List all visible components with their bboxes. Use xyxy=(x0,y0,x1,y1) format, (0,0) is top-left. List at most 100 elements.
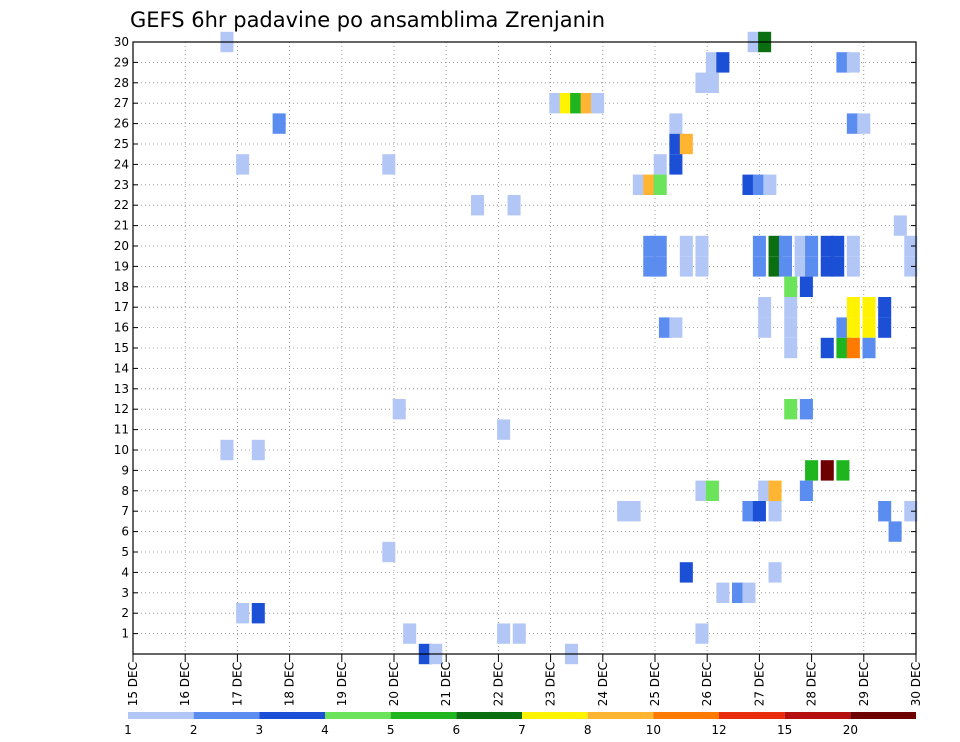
x-tick-label: 22 DEC xyxy=(491,662,505,706)
precip-cell xyxy=(768,501,782,522)
precip-cell xyxy=(392,399,406,420)
y-tick-label: 10 xyxy=(114,443,129,457)
x-tick-label: 17 DEC xyxy=(230,662,244,706)
y-tick-label: 18 xyxy=(114,280,129,294)
legend-label: 10 xyxy=(646,723,661,737)
precip-cell xyxy=(820,235,834,257)
legend-label: 3 xyxy=(256,723,264,737)
precip-cell xyxy=(878,297,892,318)
precip-cell xyxy=(862,297,876,318)
color-legend: 1 2 3 4 5 6 7 8 10 12 15 20 xyxy=(124,712,916,737)
precip-cell xyxy=(784,337,798,359)
precip-cell xyxy=(758,317,772,338)
precip-cell xyxy=(742,501,756,522)
plot-frame xyxy=(132,41,917,655)
precip-cell xyxy=(904,256,918,277)
y-tick-label: 17 xyxy=(114,300,129,314)
y-tick-label: 1 xyxy=(121,627,129,641)
precip-cell xyxy=(653,256,667,277)
precip-cell xyxy=(836,317,850,338)
legend-swatch xyxy=(653,712,719,719)
legend-label: 2 xyxy=(190,723,198,737)
precip-cell xyxy=(752,235,766,257)
y-tick-label: 11 xyxy=(114,423,129,437)
y-tick-label: 16 xyxy=(114,321,129,335)
y-tick-label: 8 xyxy=(121,484,129,498)
precip-cells xyxy=(220,31,918,665)
y-tick-label: 7 xyxy=(121,504,129,518)
x-tick-label: 19 DEC xyxy=(335,662,349,706)
precip-cell xyxy=(627,501,641,522)
y-tick-label: 30 xyxy=(114,35,129,49)
y-tick-label: 3 xyxy=(121,586,129,600)
precip-cell xyxy=(831,235,845,257)
y-tick-label: 19 xyxy=(114,259,129,273)
precip-cell xyxy=(805,256,819,277)
y-tick-label: 24 xyxy=(114,157,129,171)
legend-swatch xyxy=(587,712,654,719)
x-tick-label: 27 DEC xyxy=(752,662,766,706)
legend-swatch xyxy=(522,712,588,719)
y-tick-label: 26 xyxy=(114,117,129,131)
precip-cell xyxy=(705,52,719,73)
precip-cell xyxy=(695,623,709,644)
y-tick-label: 14 xyxy=(114,361,129,375)
precip-cell xyxy=(862,337,876,359)
precip-cell xyxy=(653,174,667,195)
legend-label: 5 xyxy=(387,723,395,737)
x-tick-label: 20 DEC xyxy=(387,662,401,706)
precip-cell xyxy=(799,399,813,420)
precip-cell xyxy=(836,460,850,481)
precip-cell xyxy=(669,113,683,134)
precip-cell xyxy=(272,113,286,134)
legend-swatch xyxy=(390,712,457,719)
precip-cell xyxy=(904,235,918,257)
y-tick-label: 5 xyxy=(121,545,129,559)
precip-cell xyxy=(669,317,683,338)
legend-label: 4 xyxy=(321,723,329,737)
precip-cell xyxy=(695,256,709,277)
x-tick-label: 28 DEC xyxy=(805,662,819,706)
y-tick-label: 6 xyxy=(121,525,129,539)
legend-swatch xyxy=(784,712,851,719)
precip-cell xyxy=(758,297,772,318)
precip-cell xyxy=(382,541,396,563)
precip-cell xyxy=(653,235,667,257)
y-tick-label: 29 xyxy=(114,55,129,69)
y-tick-label: 21 xyxy=(114,219,129,233)
precip-cell xyxy=(559,93,573,114)
precip-cell xyxy=(862,317,876,338)
precip-cell xyxy=(805,235,819,257)
precip-cell xyxy=(778,256,793,277)
x-tick-label: 29 DEC xyxy=(857,662,871,706)
precip-cell xyxy=(857,113,871,134)
precip-cell xyxy=(799,480,813,501)
chart-title: GEFS 6hr padavine po ansamblima Zrenjani… xyxy=(130,8,605,32)
precip-cell xyxy=(580,93,594,114)
x-tick-label: 18 DEC xyxy=(283,662,297,706)
precip-cell xyxy=(716,52,730,73)
precip-cell xyxy=(512,623,526,644)
precip-cell xyxy=(695,480,709,501)
x-tick-label: 23 DEC xyxy=(544,662,558,706)
precip-cell xyxy=(570,93,584,114)
precip-cell xyxy=(846,52,860,73)
precip-cell xyxy=(893,215,907,236)
precip-cell xyxy=(878,501,892,522)
x-tick-label: 21 DEC xyxy=(439,662,453,706)
precip-cell xyxy=(742,174,756,195)
y-axis-ticks: 1234567891011121314151617181920212223242… xyxy=(114,35,916,641)
x-tick-label: 25 DEC xyxy=(648,662,662,706)
x-tick-label: 15 DEC xyxy=(126,662,140,706)
precip-cell xyxy=(904,501,918,522)
y-tick-label: 12 xyxy=(114,402,129,416)
precip-cell xyxy=(695,235,709,257)
precip-cell xyxy=(768,480,782,501)
precip-cell xyxy=(768,562,782,583)
precip-cell xyxy=(220,439,234,461)
precip-cell xyxy=(846,235,860,257)
precip-cell xyxy=(768,235,782,257)
x-tick-label: 26 DEC xyxy=(700,662,714,706)
precip-cell xyxy=(497,419,511,440)
precip-cell xyxy=(836,52,850,73)
